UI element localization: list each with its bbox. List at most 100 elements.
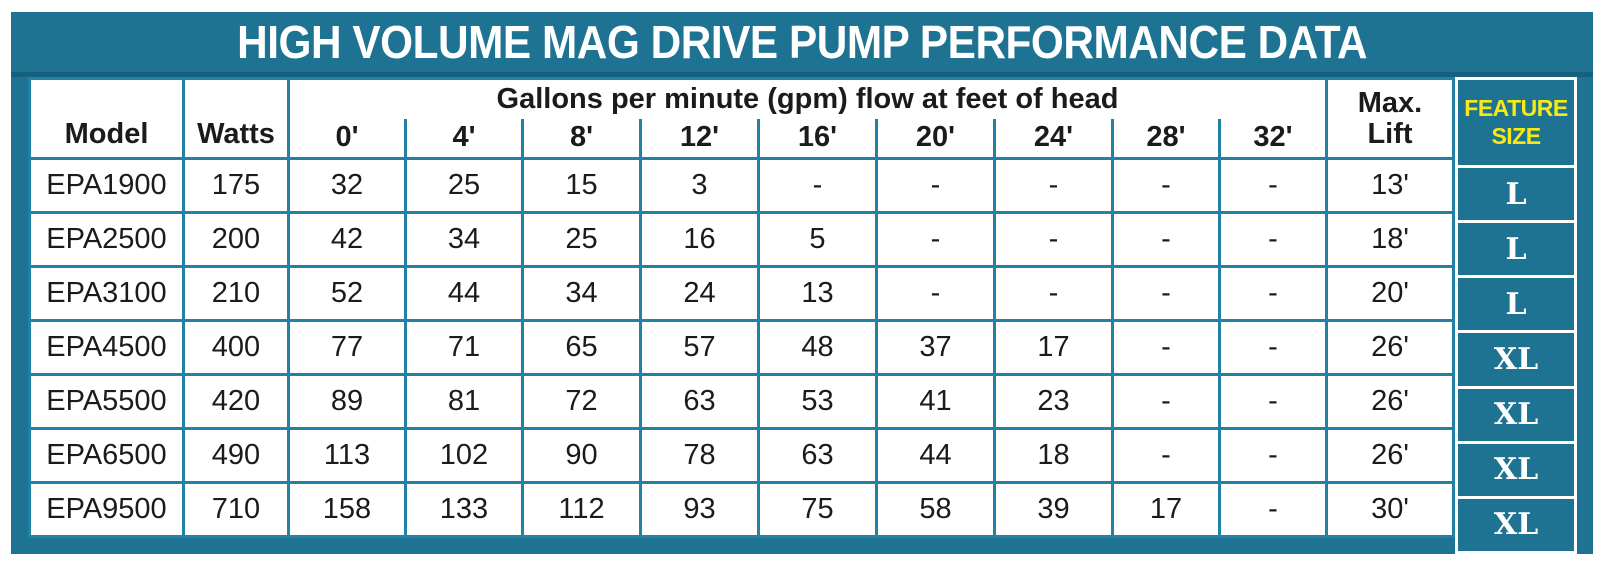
flow-cell: 112: [521, 481, 642, 538]
flow-cell: -: [1218, 157, 1328, 214]
feature-size-column: FEATURE SIZE L L L XL XL XL XL: [1455, 77, 1577, 554]
table-row: EPA3100 210 52 44 34 24 13- - - -20': [28, 265, 1455, 322]
column-header-flow: 8': [521, 118, 642, 160]
max-lift-line2: Lift: [1367, 117, 1413, 150]
flow-cell: -: [1218, 427, 1328, 484]
flow-cell: -: [1111, 211, 1221, 268]
watts-cell: 175: [182, 157, 290, 214]
flow-cell: -: [757, 157, 878, 214]
flow-cell: 102: [404, 427, 524, 484]
flow-cell: 133: [404, 481, 524, 538]
flow-cell: 75: [757, 481, 878, 538]
column-header-flow: 20': [875, 118, 996, 160]
watts-cell: 420: [182, 373, 290, 430]
flow-cell: -: [875, 157, 996, 214]
max-lift-cell: 30': [1325, 481, 1455, 538]
flow-cell: -: [1218, 211, 1328, 268]
max-lift-cell: 20': [1325, 265, 1455, 322]
flow-cell: 41: [875, 373, 996, 430]
max-lift-cell: 26': [1325, 319, 1455, 376]
flow-cell: -: [1218, 373, 1328, 430]
flow-cell: -: [1111, 373, 1221, 430]
flow-cell: 37: [875, 319, 996, 376]
watts-cell: 210: [182, 265, 290, 322]
table-row: EPA6500 490 113 102 90 78 63 44 18- -26': [28, 427, 1455, 484]
column-header-flow: 16': [757, 118, 878, 160]
flow-cell: 17: [993, 319, 1114, 376]
flow-cell: 89: [287, 373, 407, 430]
flow-cell: 3: [639, 157, 760, 214]
flow-cell: 63: [757, 427, 878, 484]
flow-cell: -: [875, 211, 996, 268]
performance-table: Model Watts Gallons per minute (gpm) flo…: [28, 77, 1455, 538]
feature-header-line1: FEATURE: [1464, 94, 1568, 121]
flow-cell: 78: [639, 427, 760, 484]
feature-size-badge: XL: [1458, 498, 1574, 551]
max-lift-line1: Max.: [1357, 87, 1423, 120]
flow-cell: -: [1111, 157, 1221, 214]
flow-cell: -: [1218, 265, 1328, 322]
watts-cell: 710: [182, 481, 290, 538]
column-header-flow: 28': [1111, 118, 1221, 160]
performance-data-panel: HIGH VOLUME MAG DRIVE PUMP PERFORMANCE D…: [11, 12, 1593, 554]
table-row: EPA1900 175 32 25 15 3- - - - -13': [28, 157, 1455, 214]
model-cell: EPA1900: [28, 157, 185, 214]
flow-cell: 32: [287, 157, 407, 214]
flow-cell: -: [1111, 319, 1221, 376]
feature-size-badge: XL: [1458, 443, 1574, 496]
flow-cell: 23: [993, 373, 1114, 430]
flow-cell: -: [1111, 427, 1221, 484]
watts-cell: 490: [182, 427, 290, 484]
title-band: HIGH VOLUME MAG DRIVE PUMP PERFORMANCE D…: [11, 12, 1593, 77]
flow-cell: 158: [287, 481, 407, 538]
flow-cell: 18: [993, 427, 1114, 484]
flow-cell: -: [1218, 481, 1328, 538]
feature-size-badge: L: [1458, 168, 1574, 221]
column-header-flow: 4': [404, 118, 524, 160]
flow-cell: -: [993, 157, 1114, 214]
flow-cell: 25: [521, 211, 642, 268]
flow-cell: 34: [404, 211, 524, 268]
feature-size-badge: L: [1458, 278, 1574, 331]
flow-cell: 44: [404, 265, 524, 322]
flow-cell: 34: [521, 265, 642, 322]
table-row: EPA5500 420 89 81 72 63 53 41 23- -26': [28, 373, 1455, 430]
flow-cell: 52: [287, 265, 407, 322]
column-header-flow: 12': [639, 118, 760, 160]
table-row: EPA2500 200 42 34 25 16 5- - - -18': [28, 211, 1455, 268]
max-lift-cell: 13': [1325, 157, 1455, 214]
watts-cell: 400: [182, 319, 290, 376]
flow-cell: 72: [521, 373, 642, 430]
flow-cell: 53: [757, 373, 878, 430]
feature-size-header: FEATURE SIZE: [1458, 80, 1574, 165]
flow-cell: 65: [521, 319, 642, 376]
flow-cell: -: [993, 211, 1114, 268]
flow-cell: 13: [757, 265, 878, 322]
flow-cell: 44: [875, 427, 996, 484]
flow-cell: 25: [404, 157, 524, 214]
flow-cell: 77: [287, 319, 407, 376]
flow-cell: 48: [757, 319, 878, 376]
flow-cell: 16: [639, 211, 760, 268]
header-row-group: Model Watts Gallons per minute (gpm) flo…: [28, 77, 1455, 160]
table-row: EPA9500 710 158 133 112 93 75 58 39 17-30': [28, 481, 1455, 538]
flow-cell: 24: [639, 265, 760, 322]
column-header-max-lift: Max. Lift: [1325, 77, 1455, 160]
max-lift-cell: 18': [1325, 211, 1455, 268]
model-cell: EPA4500: [28, 319, 185, 376]
flow-cell: 17: [1111, 481, 1221, 538]
flow-cell: -: [993, 265, 1114, 322]
feature-header-line2: SIZE: [1491, 122, 1541, 149]
flow-cell: 5: [757, 211, 878, 268]
flow-cell: 90: [521, 427, 642, 484]
flow-cell: 57: [639, 319, 760, 376]
flow-cell: 58: [875, 481, 996, 538]
column-header-flow: 24': [993, 118, 1114, 160]
model-cell: EPA2500: [28, 211, 185, 268]
max-lift-cell: 26': [1325, 427, 1455, 484]
column-header-flow: 32': [1218, 118, 1328, 160]
flow-cell: 39: [993, 481, 1114, 538]
model-cell: EPA3100: [28, 265, 185, 322]
max-lift-cell: 26': [1325, 373, 1455, 430]
flow-cell: 81: [404, 373, 524, 430]
